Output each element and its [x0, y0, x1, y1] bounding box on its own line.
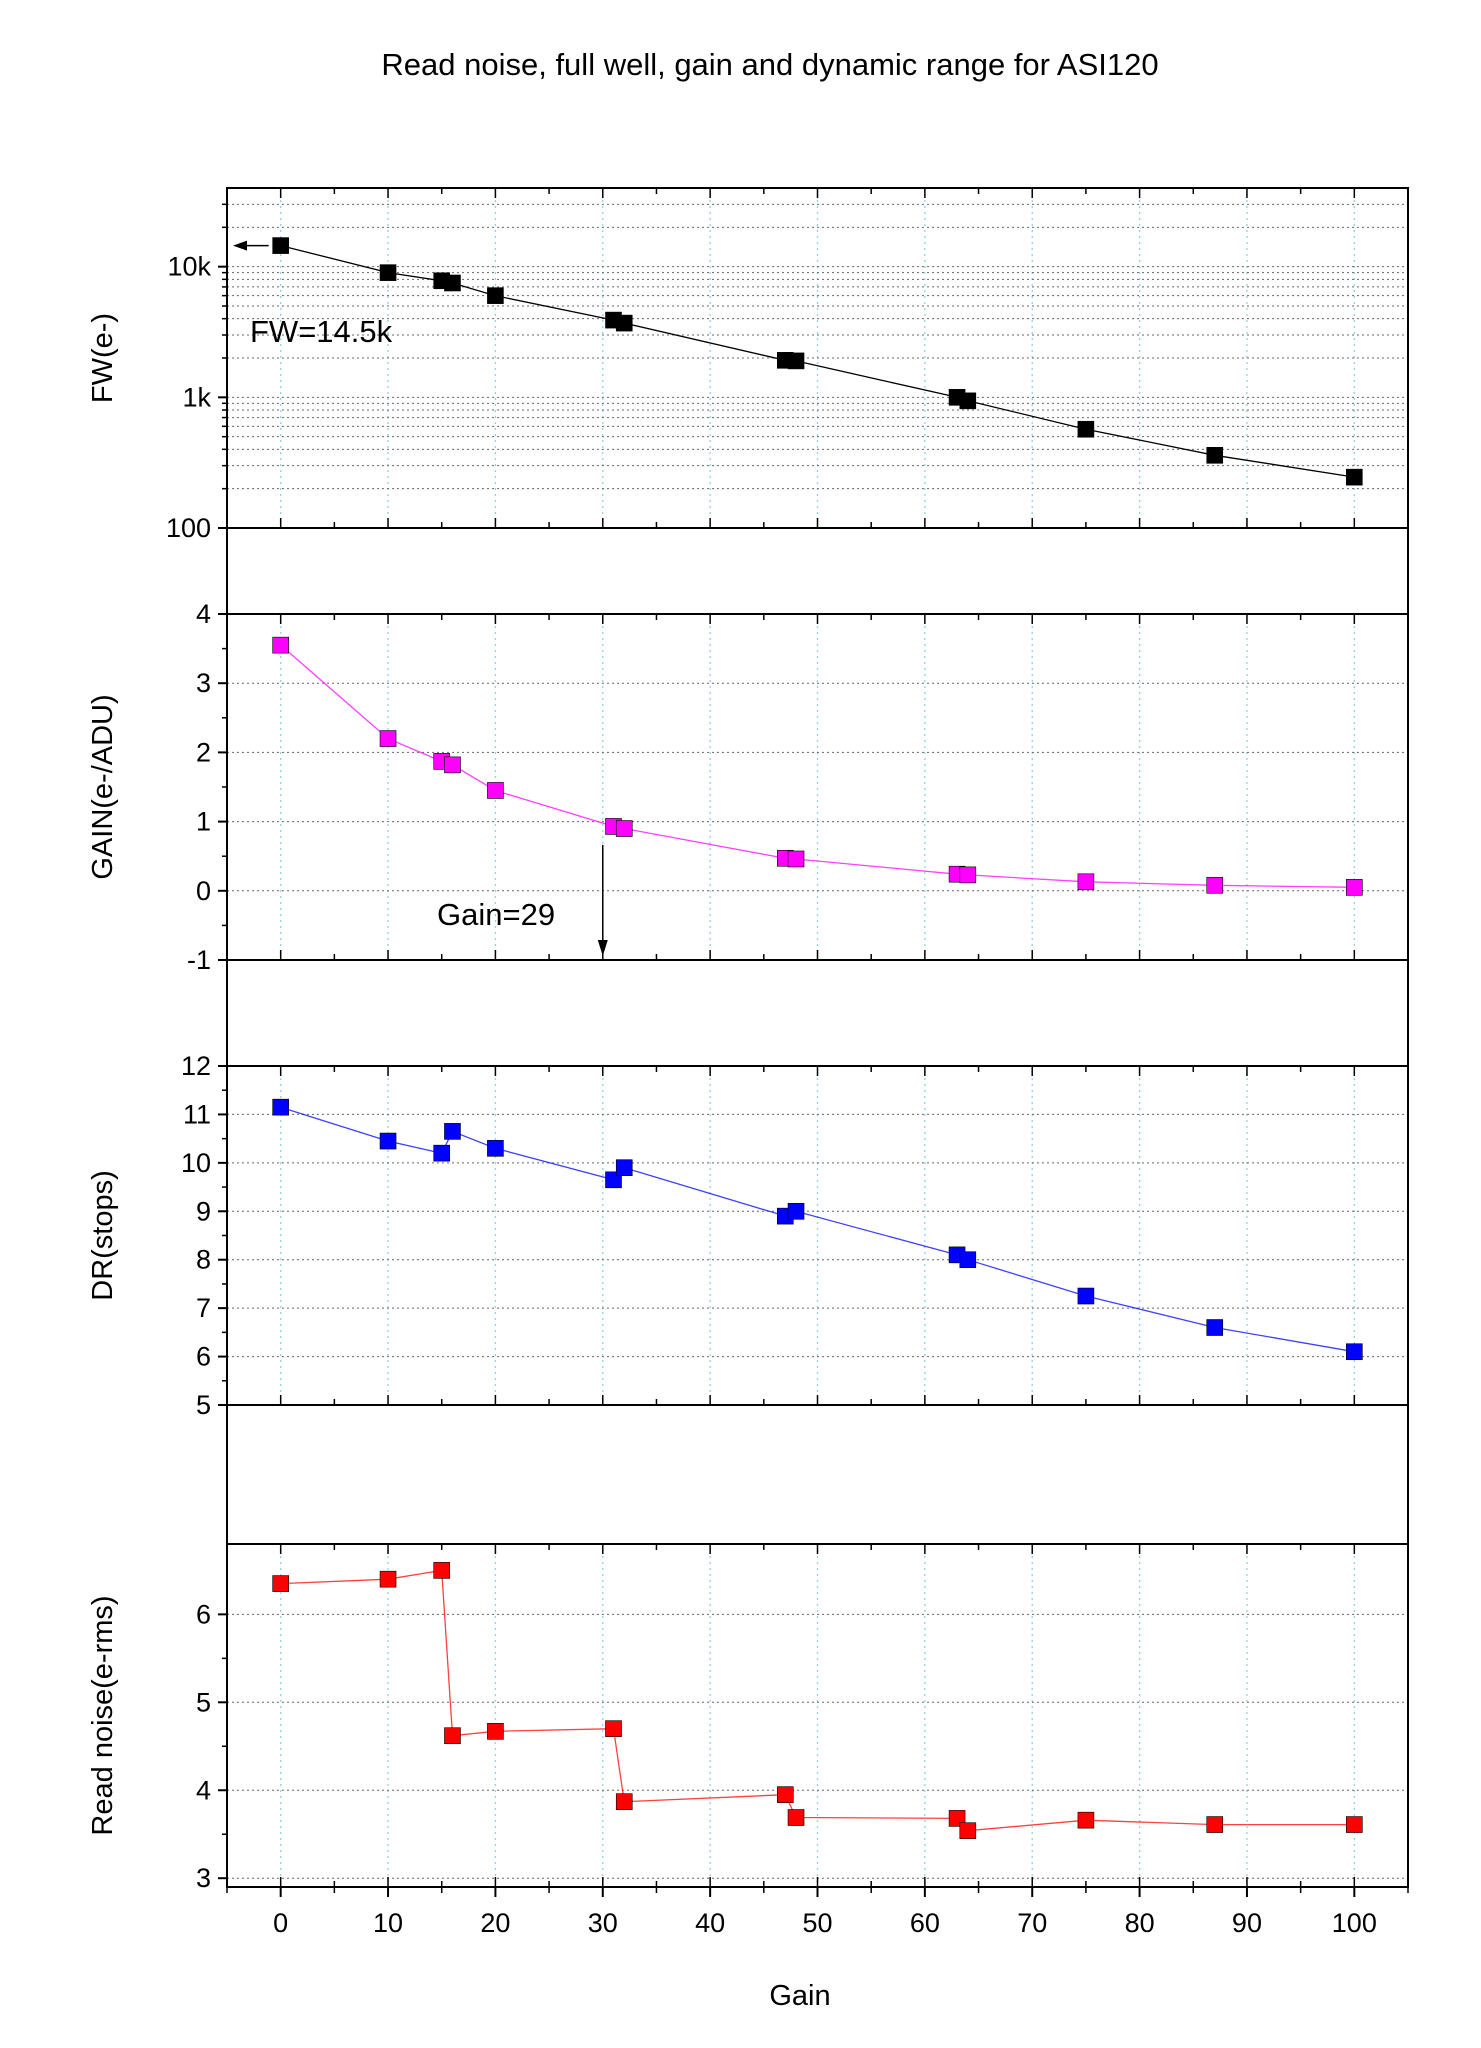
y-tick-label-2-0: 5: [196, 1390, 211, 1420]
x-tick-label-7: 70: [1017, 1908, 1047, 1938]
y-tick-label-1-4: 3: [196, 668, 211, 698]
data-point-3-2: [433, 1562, 451, 1579]
y-tick-label-3-2: 5: [196, 1687, 211, 1717]
y-tick-label-3-1: 4: [196, 1775, 211, 1805]
panel-1: -1 0 1 2 3 4 GAIN(e-/ADU) Gain=29: [87, 599, 1409, 975]
data-point-2-3: [444, 1123, 461, 1140]
panel-gap-frame-0: [226, 527, 1409, 615]
data-point-3-7: [776, 1786, 794, 1803]
panel-frame-3: [226, 1543, 1409, 1888]
y-axis-label-2: DR(stops): [87, 1170, 119, 1301]
x-tick-label-8: 80: [1125, 1908, 1155, 1938]
y-tick-label-0-1: 1k: [182, 382, 211, 412]
y-tick-label-2-5: 10: [181, 1148, 211, 1178]
data-point-0-6: [615, 314, 633, 332]
data-point-0-11: [1077, 420, 1095, 438]
data-point-2-13: [1346, 1343, 1363, 1361]
data-point-0-0: [272, 237, 289, 254]
panel-gap-frame-2: [226, 1404, 1409, 1545]
panel-0: 100 1k 10k FW(e-) FW=14.5k: [87, 187, 1409, 543]
data-point-3-11: [1077, 1811, 1095, 1829]
data-point-3-8: [787, 1809, 805, 1826]
data-point-3-4: [487, 1723, 504, 1740]
panel-3: 3 4 5 6 Read noise(e-rms): [87, 1543, 1409, 1893]
x-tick-label-3: 30: [588, 1908, 618, 1938]
data-point-3-5: [605, 1720, 622, 1737]
panel-gap-frame-1: [226, 959, 1409, 1067]
data-point-0-8: [787, 352, 805, 370]
data-point-3-12: [1206, 1816, 1224, 1833]
y-axis-label-0: FW(e-): [87, 313, 119, 403]
data-point-1-8: [787, 850, 805, 868]
data-point-0-3: [444, 274, 461, 292]
y-tick-label-2-7: 12: [181, 1051, 211, 1081]
data-point-2-6: [615, 1159, 633, 1176]
y-tick-label-2-6: 11: [183, 1099, 211, 1129]
data-point-3-13: [1346, 1816, 1363, 1833]
data-point-3-1: [379, 1570, 397, 1588]
y-tick-label-1-2: 1: [196, 807, 211, 837]
data-point-1-11: [1077, 873, 1095, 891]
data-point-2-1: [379, 1132, 397, 1150]
data-point-1-12: [1206, 876, 1224, 894]
y-tick-label-1-0: -1: [187, 945, 211, 975]
data-point-1-1: [379, 730, 397, 747]
data-point-0-12: [1206, 447, 1224, 464]
data-point-1-6: [615, 820, 633, 837]
data-point-2-0: [272, 1098, 289, 1116]
data-point-3-0: [272, 1575, 289, 1592]
data-point-3-6: [615, 1793, 633, 1810]
x-tick-label-9: 90: [1232, 1908, 1262, 1938]
y-tick-label-2-3: 8: [196, 1245, 211, 1275]
data-point-1-10: [959, 866, 977, 884]
y-tick-label-3-3: 6: [196, 1599, 211, 1629]
y-tick-label-0-2: 10k: [167, 252, 211, 282]
y-tick-label-2-4: 9: [196, 1196, 211, 1226]
data-point-1-13: [1346, 879, 1363, 896]
data-point-1-0: [272, 636, 289, 654]
annotation-arrowhead-0: [233, 240, 247, 251]
y-tick-label-2-1: 6: [196, 1342, 211, 1372]
annotation-text-1: Gain=29: [437, 897, 555, 932]
data-point-3-3: [444, 1727, 461, 1745]
data-point-1-3: [444, 756, 461, 774]
data-point-0-1: [379, 264, 397, 281]
annotation-arrowhead-1: [597, 940, 608, 956]
y-tick-label-1-3: 2: [196, 737, 211, 767]
annotation-text-0: FW=14.5k: [250, 314, 393, 349]
data-point-0-4: [487, 287, 504, 304]
y-tick-label-2-2: 7: [196, 1293, 211, 1323]
y-axis-label-1: GAIN(e-/ADU): [87, 694, 119, 879]
data-point-0-10: [959, 392, 977, 410]
data-point-2-2: [433, 1144, 451, 1162]
x-tick-label-10: 100: [1332, 1908, 1377, 1938]
data-point-2-4: [487, 1140, 504, 1157]
y-tick-label-3-0: 3: [196, 1863, 211, 1893]
y-tick-label-1-5: 4: [196, 599, 211, 629]
data-point-2-8: [787, 1202, 805, 1220]
x-tick-label-0: 0: [273, 1908, 288, 1938]
chart-title: Read noise, full well, gain and dynamic …: [381, 47, 1158, 82]
x-tick-label-2: 20: [480, 1908, 510, 1938]
data-point-2-10: [959, 1251, 977, 1269]
y-axis-label-3: Read noise(e-rms): [87, 1595, 119, 1835]
y-tick-label-0-0: 100: [166, 513, 211, 543]
x-tick-label-6: 60: [910, 1908, 940, 1938]
data-point-2-11: [1077, 1287, 1095, 1305]
x-tick-label-1: 10: [373, 1908, 403, 1938]
data-point-3-9: [948, 1810, 966, 1827]
x-tick-label-4: 40: [695, 1908, 725, 1938]
data-point-1-4: [487, 782, 504, 799]
panel-2: 5 6 7 8 9 10 11 12 DR(stops): [87, 1051, 1409, 1420]
series-line-3: [280, 1569, 1355, 1832]
x-axis-label: Gain: [769, 1980, 830, 2012]
x-tick-label-5: 50: [802, 1908, 832, 1938]
data-point-3-10: [959, 1822, 977, 1840]
data-point-2-12: [1206, 1319, 1224, 1336]
data-point-0-13: [1346, 468, 1363, 486]
y-tick-label-1-1: 0: [196, 876, 211, 906]
